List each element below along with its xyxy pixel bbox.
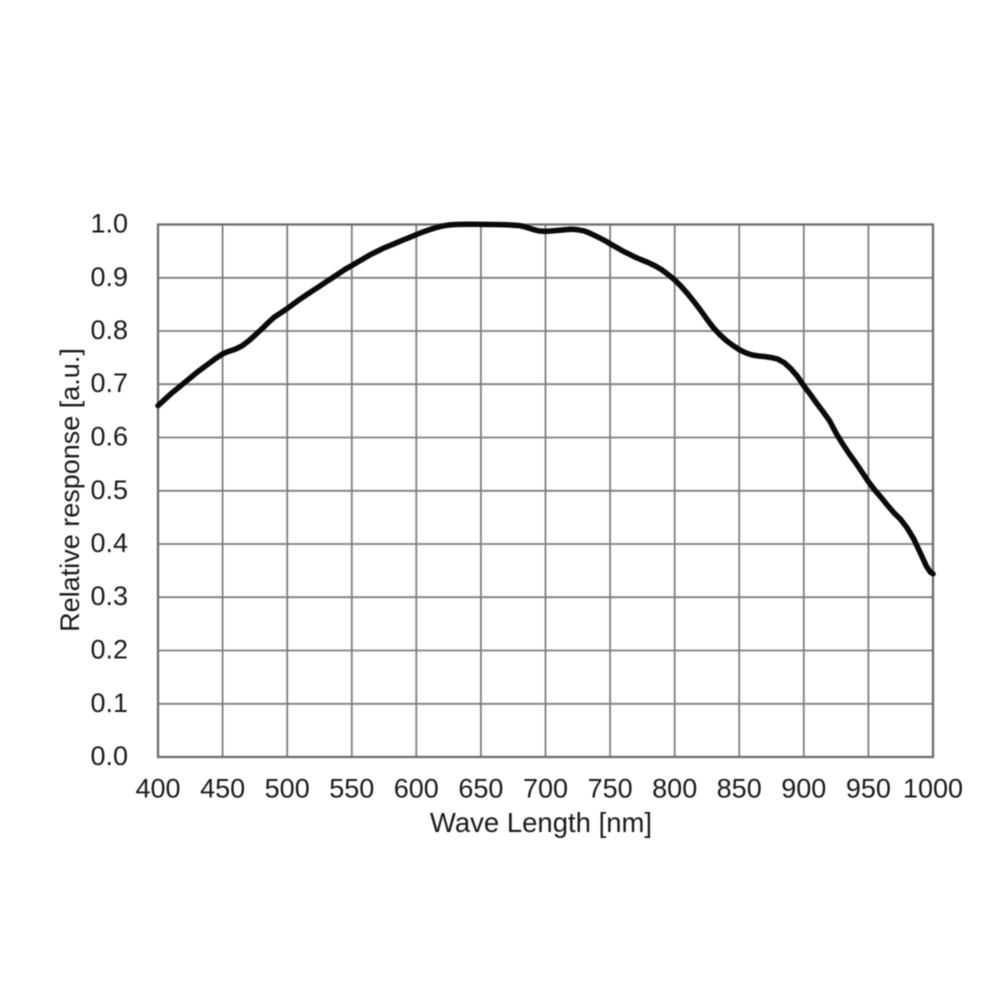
svg-text:650: 650 <box>458 774 503 804</box>
svg-text:900: 900 <box>781 774 826 804</box>
svg-text:0.2: 0.2 <box>90 635 128 665</box>
svg-text:0.1: 0.1 <box>90 688 128 718</box>
svg-text:850: 850 <box>717 774 762 804</box>
svg-text:0.4: 0.4 <box>90 528 128 558</box>
svg-text:600: 600 <box>394 774 439 804</box>
svg-text:0.8: 0.8 <box>90 315 128 345</box>
svg-text:400: 400 <box>135 774 180 804</box>
svg-text:1000: 1000 <box>903 774 963 804</box>
svg-text:0.0: 0.0 <box>90 741 128 771</box>
svg-text:0.5: 0.5 <box>90 475 128 505</box>
svg-text:0.7: 0.7 <box>90 368 128 398</box>
svg-text:0.9: 0.9 <box>90 262 128 292</box>
svg-text:1.0: 1.0 <box>90 209 128 239</box>
svg-text:550: 550 <box>329 774 374 804</box>
svg-text:Wave Length [nm]: Wave Length [nm] <box>430 807 652 838</box>
svg-text:500: 500 <box>265 774 310 804</box>
svg-text:750: 750 <box>588 774 633 804</box>
svg-text:450: 450 <box>200 774 245 804</box>
svg-text:800: 800 <box>652 774 697 804</box>
svg-text:0.3: 0.3 <box>90 581 128 611</box>
svg-text:Relative response [a.u.]: Relative response [a.u.] <box>55 348 85 632</box>
svg-text:0.6: 0.6 <box>90 422 128 452</box>
svg-text:700: 700 <box>523 774 568 804</box>
svg-text:950: 950 <box>846 774 891 804</box>
